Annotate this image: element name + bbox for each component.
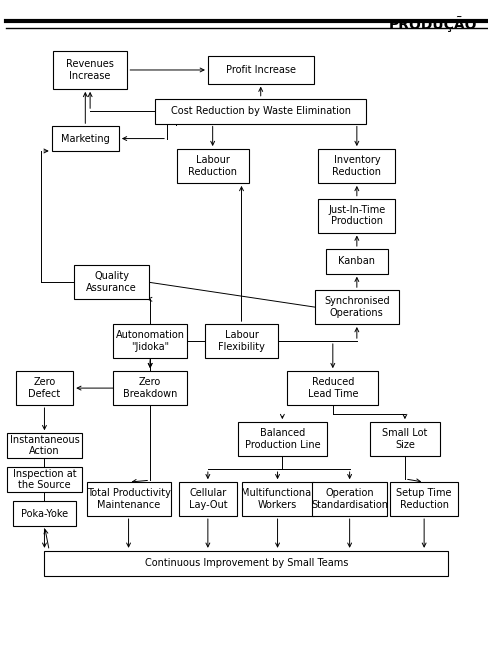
Text: Revenues
Increase: Revenues Increase bbox=[66, 59, 114, 81]
Text: Operation
Standardisation: Operation Standardisation bbox=[311, 488, 388, 510]
FancyBboxPatch shape bbox=[312, 482, 387, 516]
FancyBboxPatch shape bbox=[16, 371, 73, 405]
FancyBboxPatch shape bbox=[238, 422, 327, 456]
Text: Cost Reduction by Waste Elimination: Cost Reduction by Waste Elimination bbox=[171, 106, 351, 116]
Text: Labour
Flexibility: Labour Flexibility bbox=[218, 330, 265, 352]
Text: Total Productivity
Maintenance: Total Productivity Maintenance bbox=[87, 488, 170, 510]
Text: Multifunctional
Workers: Multifunctional Workers bbox=[241, 488, 314, 510]
Text: Quality
Assurance: Quality Assurance bbox=[86, 272, 137, 293]
FancyBboxPatch shape bbox=[113, 371, 187, 405]
Text: Marketing: Marketing bbox=[61, 134, 110, 144]
Text: Just-In-Time
Production: Just-In-Time Production bbox=[328, 205, 386, 226]
FancyBboxPatch shape bbox=[325, 249, 388, 274]
FancyBboxPatch shape bbox=[318, 149, 395, 183]
FancyBboxPatch shape bbox=[7, 433, 81, 458]
Text: Autonomation
"Jidoka": Autonomation "Jidoka" bbox=[116, 330, 184, 352]
FancyBboxPatch shape bbox=[208, 56, 314, 84]
FancyBboxPatch shape bbox=[315, 290, 399, 324]
Text: PRODUÇÃO: PRODUÇÃO bbox=[388, 16, 477, 32]
FancyBboxPatch shape bbox=[287, 371, 379, 405]
FancyBboxPatch shape bbox=[53, 51, 127, 89]
Text: Small Lot
Size: Small Lot Size bbox=[382, 428, 427, 450]
Text: Zero
Breakdown: Zero Breakdown bbox=[123, 377, 177, 399]
Text: Cellular
Lay-Out: Cellular Lay-Out bbox=[188, 488, 227, 510]
FancyBboxPatch shape bbox=[13, 501, 76, 526]
Text: Reduced
Lead Time: Reduced Lead Time bbox=[307, 377, 358, 399]
FancyBboxPatch shape bbox=[242, 482, 314, 516]
FancyBboxPatch shape bbox=[155, 98, 366, 123]
Text: Setup Time
Reduction: Setup Time Reduction bbox=[396, 488, 452, 510]
Text: Inventory
Reduction: Inventory Reduction bbox=[332, 155, 381, 177]
Text: Kanban: Kanban bbox=[338, 256, 375, 266]
FancyBboxPatch shape bbox=[113, 324, 187, 358]
FancyBboxPatch shape bbox=[179, 482, 237, 516]
Text: Continuous Improvement by Small Teams: Continuous Improvement by Small Teams bbox=[144, 558, 348, 568]
Text: Instantaneous
Action: Instantaneous Action bbox=[10, 435, 80, 457]
FancyBboxPatch shape bbox=[52, 126, 119, 151]
FancyBboxPatch shape bbox=[86, 482, 171, 516]
Text: Profit Increase: Profit Increase bbox=[226, 65, 296, 75]
FancyBboxPatch shape bbox=[177, 149, 249, 183]
FancyBboxPatch shape bbox=[7, 467, 81, 492]
Text: Poka-Yoke: Poka-Yoke bbox=[21, 508, 68, 518]
FancyBboxPatch shape bbox=[44, 551, 448, 575]
Text: Balanced
Production Line: Balanced Production Line bbox=[244, 428, 320, 450]
Text: Labour
Reduction: Labour Reduction bbox=[188, 155, 237, 177]
Text: Zero
Defect: Zero Defect bbox=[28, 377, 61, 399]
FancyBboxPatch shape bbox=[75, 265, 149, 299]
FancyBboxPatch shape bbox=[205, 324, 278, 358]
FancyBboxPatch shape bbox=[318, 199, 395, 233]
Text: Synchronised
Operations: Synchronised Operations bbox=[324, 297, 389, 318]
Text: Inspection at
the Source: Inspection at the Source bbox=[13, 469, 76, 490]
FancyBboxPatch shape bbox=[370, 422, 440, 456]
FancyBboxPatch shape bbox=[390, 482, 458, 516]
